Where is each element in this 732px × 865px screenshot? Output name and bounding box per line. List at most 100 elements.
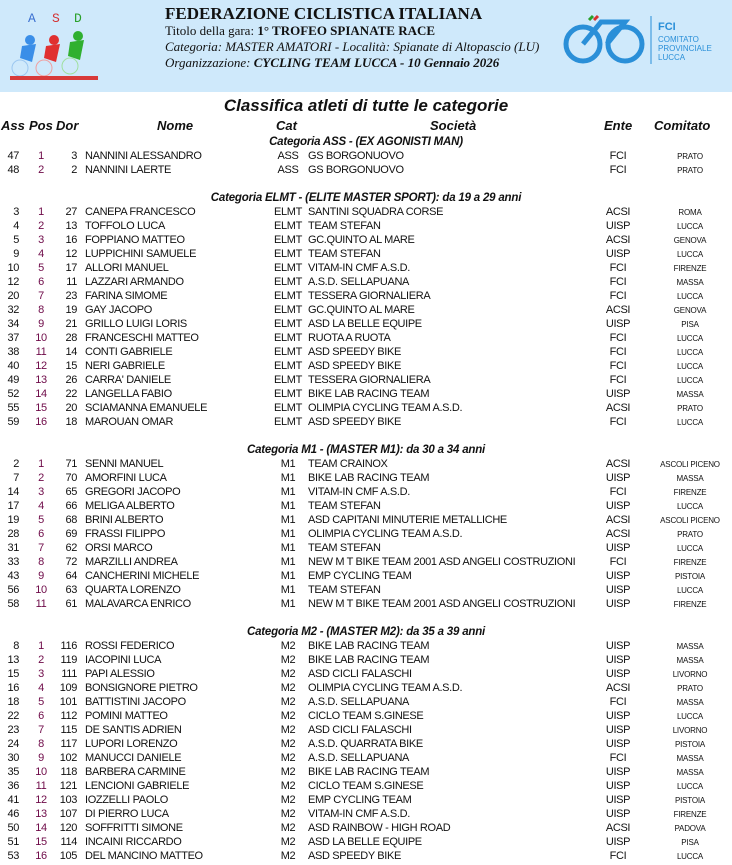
table-row: 38 11 14 CONTI GABRIELE ELMT ASD SPEEDY BIKE F…	[0, 345, 732, 359]
athlete-name-cell: MAROUAN OMAR	[85, 416, 174, 428]
bib-number-cell: 66	[65, 500, 77, 512]
col-header-cat: Cat	[276, 118, 297, 133]
team-cell: ASD CICLI FALASCHI	[308, 724, 412, 736]
ente-cell: UISP	[605, 724, 631, 736]
ass-cell: 50	[7, 822, 19, 834]
ass-cell: 8	[13, 640, 19, 652]
athlete-name-cell: FRANCESCHI MATTEO	[85, 332, 199, 344]
category-cell: ELMT	[274, 374, 302, 386]
bib-number-cell: 105	[59, 850, 78, 862]
comitato-cell: PISTOIA	[674, 796, 706, 805]
bib-number-cell: 64	[65, 570, 77, 582]
table-row: 4 2 13 TOFFOLO LUCA ELMT TEAM STEFAN UISP LUCCA	[0, 219, 732, 233]
comitato-cell: FIRENZE	[673, 810, 707, 819]
position-cell: 6	[38, 276, 44, 288]
athlete-name-cell: DEL MANCINO MATTEO	[85, 850, 203, 862]
ente-cell: FCI	[609, 290, 627, 302]
comitato-cell: PISTOIA	[674, 572, 706, 581]
col-header-comitato: Comitato	[654, 118, 711, 133]
team-cell: ASD CICLI FALASCHI	[308, 668, 412, 680]
col-header-nome: Nome	[157, 118, 194, 133]
category-cell: M2	[280, 654, 296, 666]
bib-number-cell: 111	[61, 668, 77, 680]
athlete-name-cell: MARZILLI ANDREA	[85, 556, 178, 568]
comitato-cell: PRATO	[677, 684, 703, 693]
ass-cell: 3	[13, 206, 19, 218]
comitato-cell: PRATO	[677, 404, 703, 413]
category-cell: ELMT	[274, 206, 302, 218]
team-cell: A.S.D. SELLAPUANA	[308, 276, 410, 288]
athlete-name-cell: CONTI GABRIELE	[85, 346, 173, 358]
comitato-cell: PRATO	[677, 166, 703, 175]
table-row: 36 11 121 LENCIONI GABRIELE M2 CICLO TEAM S.G…	[0, 779, 732, 793]
category-cell: ELMT	[274, 332, 302, 344]
team-cell: GS BORGONUOVO	[308, 150, 404, 162]
table-row: 31 7 62 ORSI MARCO M1 TEAM STEFAN UISP LUCCA	[0, 541, 732, 555]
team-cell: TEAM STEFAN	[308, 584, 381, 596]
athlete-name-cell: NANNINI ALESSANDRO	[85, 150, 202, 162]
svg-text:LUCCA: LUCCA	[658, 53, 686, 62]
athlete-name-cell: BARBERA CARMINE	[85, 766, 186, 778]
athlete-name-cell: ALLORI MANUEL	[85, 262, 169, 274]
comitato-cell: MASSA	[676, 754, 704, 763]
bib-number-cell: 15	[65, 360, 77, 372]
ass-cell: 31	[7, 542, 19, 554]
comitato-cell: FIRENZE	[673, 600, 707, 609]
team-cell: GC.QUINTO AL MARE	[308, 234, 415, 246]
bib-number-cell: 21	[65, 318, 77, 330]
category-cell: ELMT	[274, 262, 302, 274]
table-row: 49 13 26 CARRA' DANIELE ELMT TESSERA GIORNALI…	[0, 373, 732, 387]
athlete-name-cell: LUPORI LORENZO	[85, 738, 178, 750]
athlete-name-cell: MALAVARCA ENRICO	[85, 598, 191, 610]
bib-number-cell: 26	[65, 374, 77, 386]
ass-cell: 16	[7, 682, 19, 694]
position-cell: 5	[38, 262, 44, 274]
table-row: 19 5 68 BRINI ALBERTO M1 ASD CAPITANI MINUTER…	[0, 513, 732, 527]
bib-number-cell: 19	[65, 304, 77, 316]
category-cell: ELMT	[274, 220, 302, 232]
ass-cell: 19	[7, 514, 19, 526]
comitato-cell: PISA	[681, 838, 699, 847]
bib-number-cell: 117	[60, 738, 78, 750]
category-cell: M2	[280, 850, 296, 862]
position-cell: 3	[38, 486, 44, 498]
comitato-cell: GENOVA	[673, 306, 707, 315]
table-row: 16 4 109 BONSIGNORE PIETRO M2 OLIMPIA CYCLING…	[0, 681, 732, 695]
position-cell: 13	[35, 808, 47, 820]
category-cell: ELMT	[274, 318, 302, 330]
bib-number-cell: 102	[59, 752, 78, 764]
ente-cell: UISP	[605, 388, 631, 400]
category-heading: Categoria ASS - (EX AGONISTI MAN)	[269, 136, 463, 148]
team-cell: A.S.D. SELLAPUANA	[308, 752, 410, 764]
position-cell: 4	[38, 248, 44, 260]
athlete-name-cell: ROSSI FEDERICO	[85, 640, 175, 652]
category-cell: M1	[280, 514, 296, 526]
ente-cell: UISP	[605, 766, 631, 778]
team-cell: SANTINI SQUADRA CORSE	[308, 206, 444, 218]
ass-cell: 17	[7, 500, 19, 512]
team-cell: TEAM STEFAN	[308, 500, 381, 512]
category-cell: M1	[280, 458, 296, 470]
comitato-cell: MASSA	[676, 698, 704, 707]
team-cell: NEW M T BIKE TEAM 2001 ASD ANGELI COSTRU…	[308, 598, 576, 610]
category-cell: M2	[280, 780, 296, 792]
col-header-societa: Società	[430, 118, 477, 133]
team-cell: ASD LA BELLE EQUIPE	[308, 836, 422, 848]
bib-number-cell: 11	[66, 276, 77, 288]
ass-cell: 12	[7, 276, 19, 288]
ass-cell: 40	[7, 360, 19, 372]
ente-cell: ACSI	[605, 822, 631, 834]
team-cell: OLIMPIA CYCLING TEAM A.S.D.	[308, 402, 463, 414]
comitato-cell: FIRENZE	[673, 264, 707, 273]
table-row: 41 12 103 IOZZELLI PAOLO M2 EMP CYCLING TEAM U…	[0, 793, 732, 807]
position-cell: 7	[38, 724, 44, 736]
ente-cell: UISP	[605, 836, 631, 848]
comitato-cell: LUCCA	[676, 782, 704, 791]
table-row: 58 11 61 MALAVARCA ENRICO M1 NEW M T BIKE TEA…	[0, 597, 732, 611]
comitato-cell: LUCCA	[676, 852, 704, 861]
bib-number-cell: 18	[65, 416, 77, 428]
bib-number-cell: 13	[65, 220, 77, 232]
team-cell: TEAM CRAINOX	[308, 458, 388, 470]
category-heading: Categoria ELMT - (ELITE MASTER SPORT): d…	[210, 192, 522, 204]
race-title: 1° TROFEO SPIANATE RACE	[257, 23, 436, 38]
